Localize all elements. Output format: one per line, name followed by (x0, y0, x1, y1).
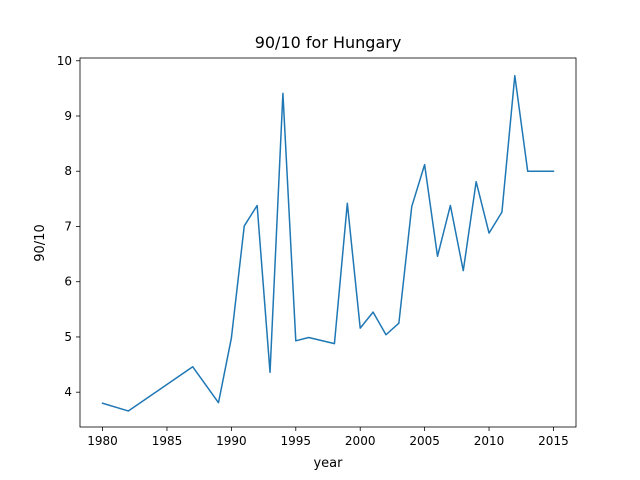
y-tick-label: 6 (64, 275, 72, 289)
plot-area: 1980 1985 1990 1995 2000 2005 2010 2015 4 5 6 7 8 9 10 (57, 54, 577, 448)
y-tick-label: 4 (64, 385, 72, 399)
y-axis-label: 90/10 (33, 224, 48, 261)
series-line-0 (101, 74, 555, 412)
x-tick-label: 1985 (152, 434, 183, 448)
axes-frame (79, 57, 577, 428)
chart-title: 90/10 for Hungary (255, 33, 402, 52)
y-tick-label: 5 (64, 330, 72, 344)
x-tick-label: 2005 (409, 434, 440, 448)
y-tick-label: 8 (64, 164, 72, 178)
x-tick-label: 2010 (474, 434, 505, 448)
y-tick-label: 7 (64, 219, 72, 233)
y-tick-label: 10 (57, 54, 72, 68)
x-tick-label: 1995 (281, 434, 312, 448)
x-tick-label: 1990 (216, 434, 247, 448)
x-tick-label: 1980 (87, 434, 118, 448)
y-tick-label: 9 (64, 109, 72, 123)
x-tick-label: 2000 (345, 434, 376, 448)
x-tick-label: 2015 (538, 434, 569, 448)
x-axis-label: year (313, 456, 343, 471)
